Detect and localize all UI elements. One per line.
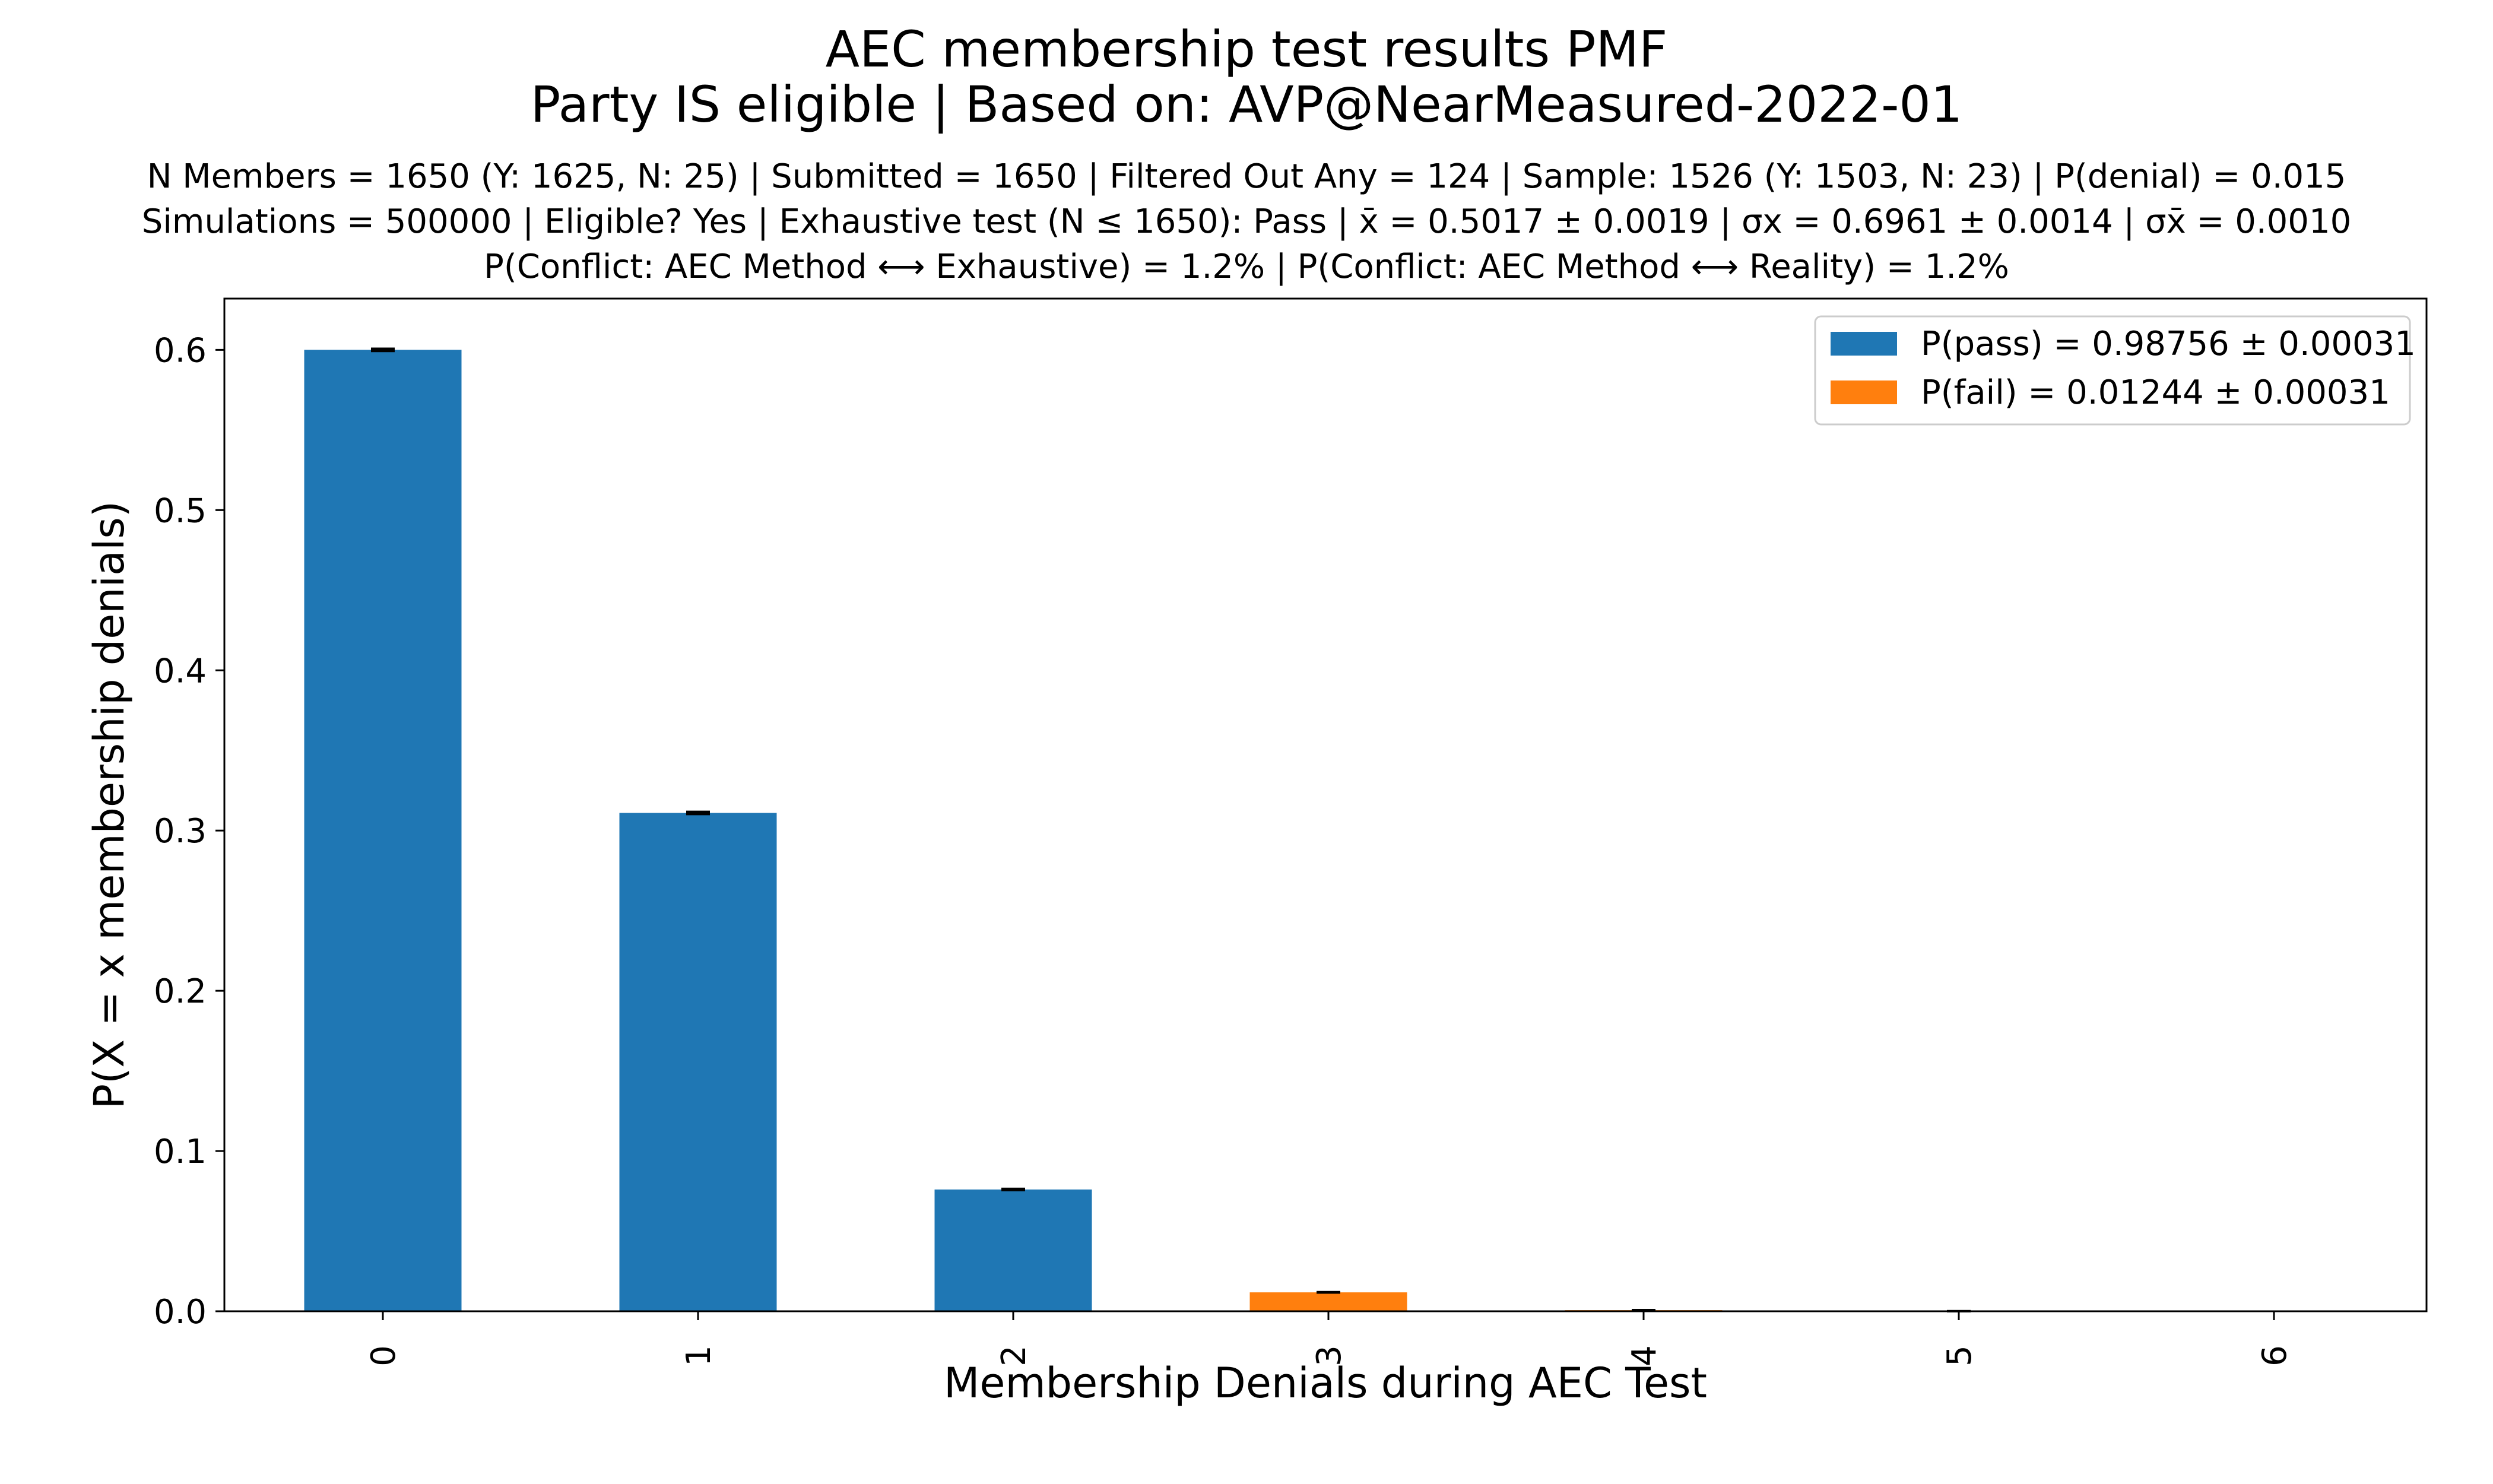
x-tick-label-3: 3 [1310,1345,1349,1366]
x-tick-label-1: 1 [680,1345,718,1366]
x-tick-label-2: 2 [995,1345,1033,1366]
y-tick-label-0.4: 0.4 [154,652,207,690]
y-tick-label-0.2: 0.2 [154,972,207,1011]
error-bar-3 [1317,1290,1340,1294]
error-bar-2 [1001,1187,1025,1191]
chart-subtitle-line1: N Members = 1650 (Y: 1625, N: 25) | Subm… [147,157,2346,196]
legend-swatch-fail [1831,380,1897,404]
x-tick-label-4: 4 [1625,1345,1664,1366]
error-bar-1 [686,810,710,816]
x-axis: 0 1 2 3 4 5 6 [364,1311,2294,1366]
y-axis-label: P(X = x membership denials) [85,501,134,1109]
x-tick-label-6: 6 [2256,1345,2294,1366]
x-tick-label-0: 0 [364,1345,403,1366]
chart-title-line2: Party IS eligible | Based on: AVP@NearMe… [531,75,1963,134]
bar-0 [304,350,462,1311]
y-tick-label-0.5: 0.5 [154,492,207,530]
legend-swatch-pass [1831,332,1897,356]
legend-box [1814,315,2411,426]
y-tick-label-0.0: 0.0 [154,1293,207,1331]
bar-3 [1249,1292,1407,1311]
y-axis: 0.0 0.1 0.2 0.3 0.4 0.5 0.6 [154,331,224,1331]
error-bar-group [371,347,1971,1312]
x-tick-label-5: 5 [1940,1345,1979,1366]
chart-subtitle-line2: Simulations = 500000 | Eligible? Yes | E… [142,202,2351,241]
legend-label-fail: P(fail) = 0.01244 ± 0.00031 [1921,373,2390,412]
error-bar-0 [371,347,395,353]
bar-2 [934,1189,1092,1311]
legend-label-pass: P(pass) = 0.98756 ± 0.00031 [1921,325,2416,363]
y-tick-label-0.6: 0.6 [154,331,207,370]
chart-subtitle-line3: P(Conflict: AEC Method ⟷ Exhaustive) = 1… [484,248,2009,286]
y-tick-label-0.3: 0.3 [154,812,207,851]
y-tick-label-0.1: 0.1 [154,1133,207,1171]
bar-1 [619,813,777,1311]
bar-group [304,350,2038,1311]
plot-frame [223,297,2428,1312]
legend: P(pass) = 0.98756 ± 0.00031 P(fail) = 0.… [1814,315,2416,426]
chart-title-line1: AEC membership test results PMF [826,20,1668,78]
x-axis-label: Membership Denials during AEC Test [944,1359,1707,1407]
